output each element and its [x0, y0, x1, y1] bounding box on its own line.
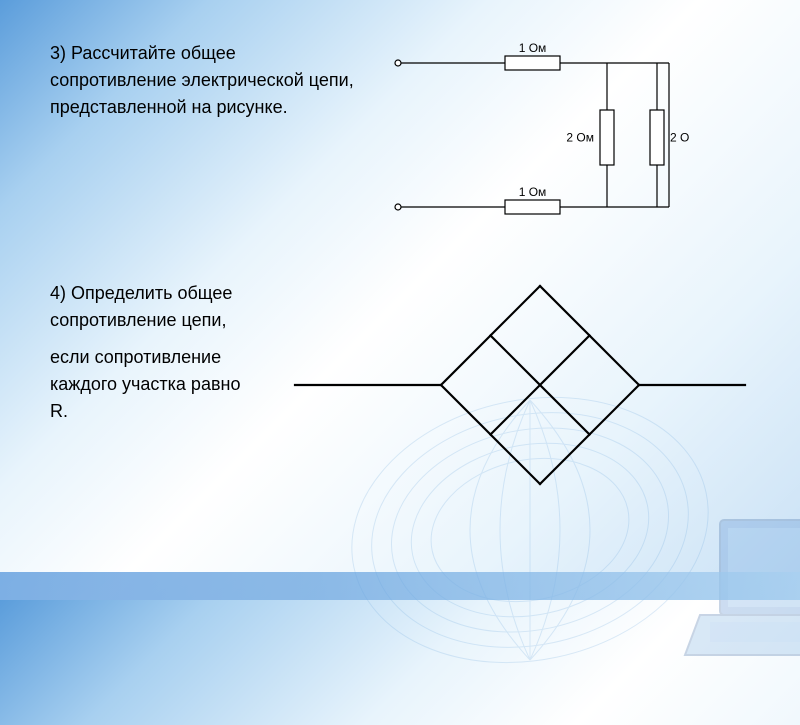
circuit-diagram-3: 1 Ом 1 Ом 2 Ом 2 Ом [390, 40, 690, 230]
svg-text:2 Ом: 2 Ом [670, 131, 690, 145]
svg-text:1 Ом: 1 Ом [519, 185, 547, 199]
svg-text:2 Ом: 2 Ом [566, 131, 594, 145]
problem-4-text-1: 4) Определить общее сопротивление цепи, [50, 280, 260, 334]
problem-4-text: 4) Определить общее сопротивление цепи, … [50, 280, 260, 425]
problem-3: 3) Рассчитайте общее сопротивление элект… [50, 40, 750, 230]
problem-3-text: 3) Рассчитайте общее сопротивление элект… [50, 40, 360, 121]
svg-text:1 Ом: 1 Ом [519, 41, 547, 55]
problem-4: 4) Определить общее сопротивление цепи, … [50, 280, 750, 495]
content-area: 3) Рассчитайте общее сопротивление элект… [0, 0, 800, 585]
diamond-diagram-4 [290, 280, 750, 495]
problem-4-text-2: если сопротивление каждого участка равно… [50, 344, 260, 425]
